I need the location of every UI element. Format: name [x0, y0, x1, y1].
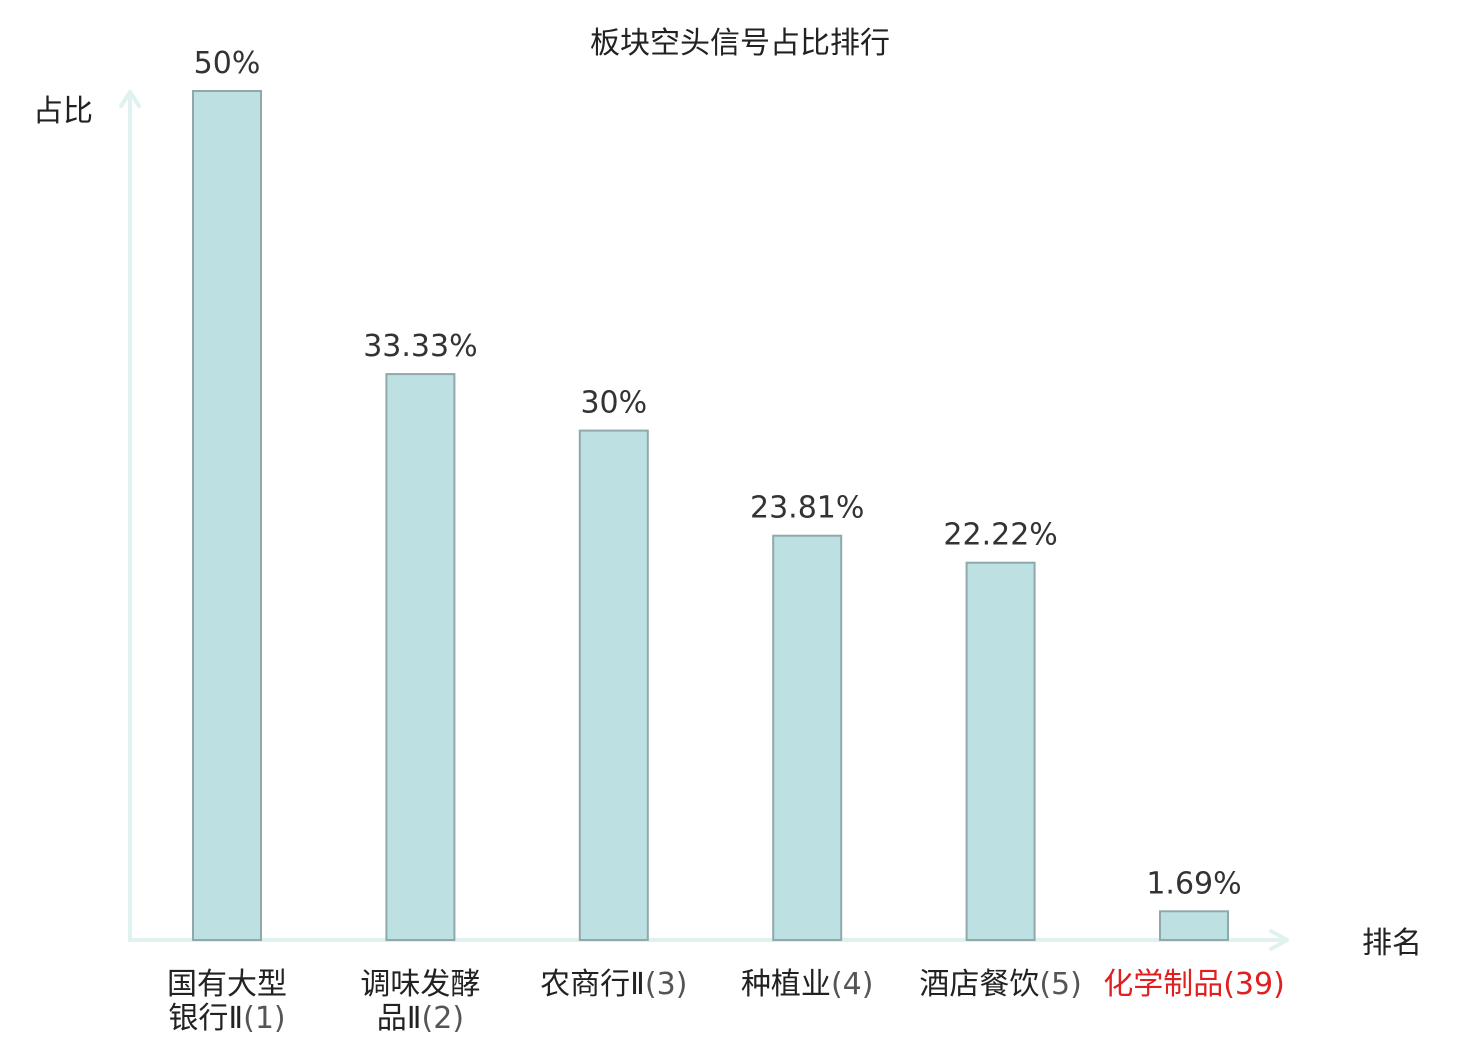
x-axis: 排名	[128, 926, 1422, 961]
category-label-2-line-2: 品Ⅱ(2)	[377, 1001, 464, 1036]
bar-1	[192, 90, 262, 941]
bar-4	[772, 534, 843, 941]
category-label-2-line-1: 调味发酵	[360, 967, 480, 1002]
y-axis: 占比	[33, 90, 141, 942]
y-axis-label: 占比	[33, 94, 93, 129]
value-label-1: 50%	[194, 46, 261, 81]
bar-6	[1159, 910, 1229, 941]
bars	[192, 90, 1229, 942]
category-label-5-line-1: 酒店餐饮(5)	[919, 967, 1082, 1002]
x-axis-arrowhead	[1269, 929, 1289, 951]
category-label-6-line-1: 化学制品(39)	[1103, 967, 1285, 1002]
chart-title: 板块空头信号占比排行	[590, 26, 890, 61]
bar-2	[385, 373, 456, 942]
value-label-6: 1.69%	[1146, 866, 1241, 901]
category-label-4-line-1: 种植业(4)	[741, 967, 874, 1002]
category-label-3-line-1: 农商行Ⅱ(3)	[540, 967, 687, 1002]
value-labels: 50% 33.33% 30% 23.81% 22.22% 1.69%	[194, 46, 1242, 901]
bar-5	[965, 561, 1036, 941]
value-label-3: 30%	[580, 386, 647, 421]
bar-3	[578, 429, 649, 941]
y-axis-arrowhead	[119, 90, 141, 108]
value-label-4: 23.81%	[750, 491, 864, 526]
category-label-1-line-2: 银行Ⅱ(1)	[168, 1001, 285, 1036]
value-label-2: 33.33%	[363, 329, 477, 364]
category-label-1-line-1: 国有大型	[167, 967, 287, 1002]
value-label-5: 22.22%	[943, 518, 1057, 553]
x-axis-label: 排名	[1362, 926, 1422, 961]
